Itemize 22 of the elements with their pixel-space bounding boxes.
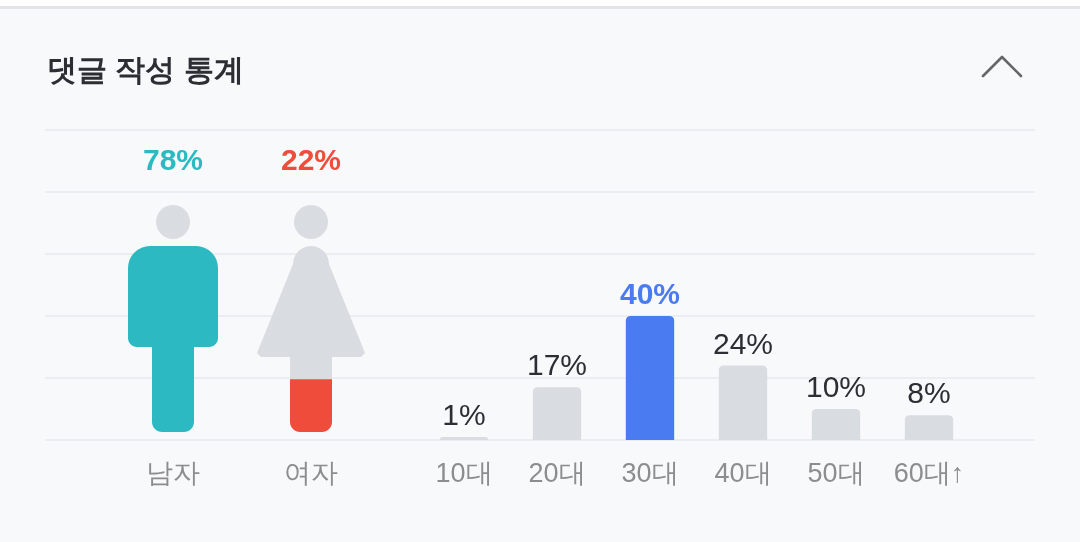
bar	[904, 415, 954, 440]
bar	[532, 387, 582, 440]
data-label: 8%	[907, 376, 951, 410]
x-tick-label: 40대	[714, 458, 772, 488]
data-label: 24%	[712, 326, 774, 360]
data-label: 40%	[619, 277, 681, 310]
x-tick-label: 60대↑	[893, 458, 965, 488]
x-tick-label: 50대	[807, 458, 865, 488]
data-label: 1%	[442, 397, 486, 431]
x-tick-label: 여자	[284, 458, 338, 488]
data-label: 78%	[142, 143, 204, 176]
bar	[718, 365, 768, 440]
x-tick-label: 남자	[146, 458, 200, 488]
data-label: 17%	[526, 348, 588, 382]
x-tick-label: 10대	[435, 458, 493, 488]
data-label: 22%	[280, 143, 342, 176]
x-tick-label: 30대	[621, 458, 679, 488]
chart-title: 댓글 작성 통계	[47, 53, 244, 86]
bar	[811, 409, 861, 440]
data-label: 10%	[805, 370, 867, 403]
bar	[625, 316, 675, 440]
x-tick-label: 20대	[528, 458, 586, 488]
